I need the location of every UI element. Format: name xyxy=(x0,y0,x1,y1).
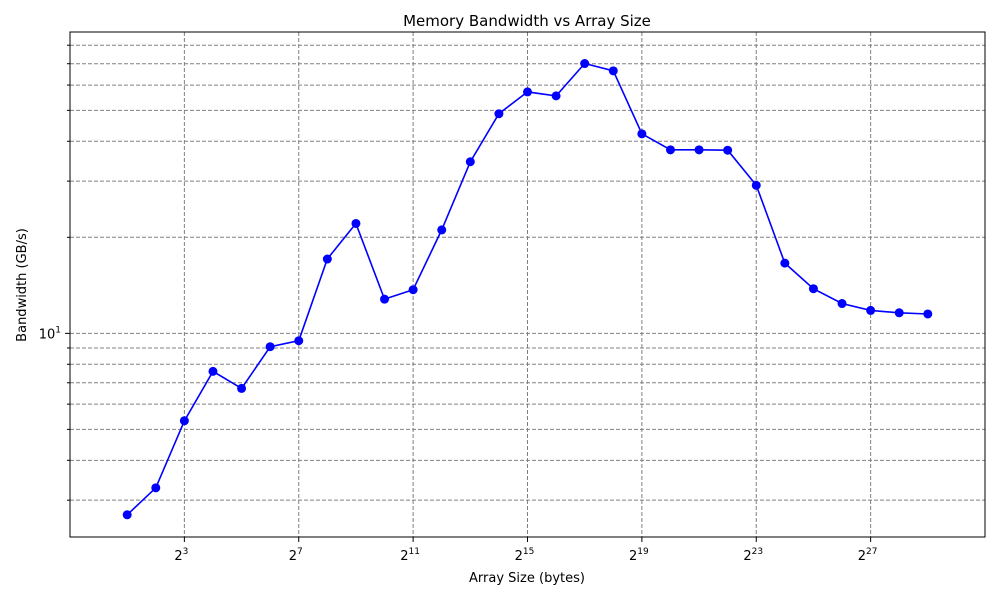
data-point xyxy=(122,510,132,520)
data-point xyxy=(923,309,933,319)
data-point xyxy=(351,218,361,228)
y-tick-label: 101 xyxy=(39,325,61,342)
x-tick-label: 215 xyxy=(515,547,535,564)
data-point xyxy=(237,383,247,393)
x-tick-label: 27 xyxy=(289,547,303,564)
data-point xyxy=(808,284,818,294)
series-points xyxy=(122,59,933,520)
data-point xyxy=(637,129,647,139)
x-tick-label: 23 xyxy=(174,547,188,564)
data-point xyxy=(179,416,189,426)
data-point xyxy=(322,254,332,264)
grid xyxy=(70,32,985,537)
data-point xyxy=(294,336,304,346)
y-axis-label: Bandwidth (GB/s) xyxy=(15,228,30,342)
data-point xyxy=(780,258,790,268)
data-point xyxy=(723,145,733,155)
y-axis-ticks: 101 xyxy=(39,44,70,501)
data-point xyxy=(665,145,675,155)
data-point xyxy=(551,91,561,101)
data-point xyxy=(866,305,876,315)
data-point xyxy=(465,157,475,167)
data-point xyxy=(837,299,847,309)
data-point xyxy=(208,366,218,376)
data-point xyxy=(694,145,704,155)
data-point xyxy=(437,225,447,235)
data-point xyxy=(265,342,275,352)
data-point xyxy=(408,285,418,295)
data-point xyxy=(608,66,618,76)
x-tick-label: 227 xyxy=(858,547,878,564)
data-point xyxy=(380,294,390,304)
x-tick-label: 219 xyxy=(629,547,649,564)
chart-title: Memory Bandwidth vs Array Size xyxy=(403,12,651,30)
x-axis-ticks: 23 27 211 215 219 223 227 xyxy=(174,537,877,564)
x-tick-label: 223 xyxy=(743,547,763,564)
x-axis-label: Array Size (bytes) xyxy=(469,571,585,586)
x-tick-label: 211 xyxy=(400,547,420,564)
data-point xyxy=(151,483,161,493)
data-point xyxy=(523,87,532,97)
data-point xyxy=(580,59,590,69)
data-point xyxy=(494,109,504,119)
data-point xyxy=(894,308,904,318)
data-point xyxy=(751,180,761,190)
